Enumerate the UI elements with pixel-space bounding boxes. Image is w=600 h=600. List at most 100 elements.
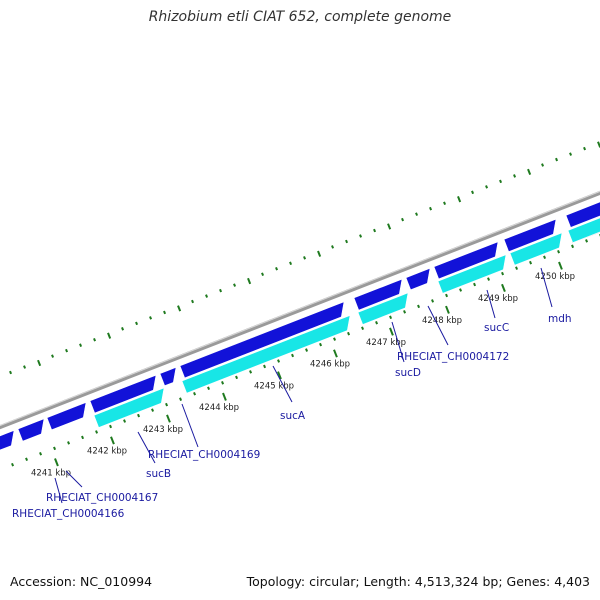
kbp-tick-label: 4243 kbp <box>143 425 183 435</box>
genome-backbone-highlight <box>0 190 600 427</box>
gene-label: sucC <box>484 322 509 334</box>
kbp-tick-mark <box>501 283 506 293</box>
outer-tick <box>163 310 167 315</box>
gene-leader-line <box>65 470 83 488</box>
inner-tick <box>319 342 323 347</box>
outer-tick <box>527 168 532 176</box>
outer-tick <box>429 206 433 211</box>
outer-tick <box>387 223 392 230</box>
forward-gene-arrow <box>17 418 45 442</box>
outer-tick <box>219 288 223 293</box>
outer-tick <box>93 337 97 342</box>
inner-tick <box>67 441 71 445</box>
kbp-tick-label: 4246 kbp <box>310 360 350 370</box>
gene-leader-line <box>181 403 199 448</box>
inner-tick <box>501 271 505 276</box>
inner-tick <box>445 293 449 298</box>
inner-tick <box>277 359 281 363</box>
kbp-tick-label: 4248 kbp <box>422 316 462 326</box>
kbp-tick-mark <box>222 392 227 401</box>
outer-tick <box>121 327 125 331</box>
inner-tick <box>403 310 407 314</box>
outer-tick <box>317 250 322 257</box>
gene-label: RHECIAT_CH0004169 <box>148 449 260 461</box>
inner-tick <box>375 320 379 325</box>
outer-tick <box>331 245 335 249</box>
forward-gene-arrow <box>179 301 345 379</box>
reverse-gene-arrow <box>437 254 507 294</box>
forward-gene-arrow <box>503 218 557 252</box>
accession-text: Accession: NC_010994 <box>10 574 153 589</box>
gene-label: sucB <box>146 468 171 480</box>
kbp-tick-label: 4250 kbp <box>535 272 575 282</box>
genome-summary-text: Topology: circular; Length: 4,513,324 bp… <box>246 574 590 589</box>
inner-tick <box>389 315 393 320</box>
kbp-tick-label: 4249 kbp <box>478 294 518 304</box>
inner-tick <box>179 397 183 401</box>
inner-tick <box>305 348 309 352</box>
inner-tick <box>473 282 477 287</box>
outer-tick <box>135 321 139 326</box>
outer-tick <box>583 146 587 151</box>
inner-tick <box>165 402 169 407</box>
inner-tick <box>249 370 253 374</box>
kbp-tick-label: 4242 kbp <box>87 447 127 457</box>
inner-tick-row <box>0 234 600 472</box>
outer-tick <box>569 152 573 156</box>
outer-tick <box>275 266 279 271</box>
inner-tick <box>11 462 15 467</box>
kbp-tick-mark <box>389 327 394 336</box>
gene-label: RHECIAT_CH0004167 <box>46 492 158 504</box>
gene-label: mdh <box>548 313 572 325</box>
outer-tick <box>247 277 252 285</box>
outer-tick <box>9 370 13 375</box>
outer-tick <box>401 217 405 222</box>
kbp-tick-label: 4244 kbp <box>199 403 239 413</box>
outer-tick <box>177 305 182 312</box>
forward-gene-arrow <box>46 402 87 431</box>
kbp-tick-mark <box>333 349 338 358</box>
kbp-tick-label: 4245 kbp <box>254 382 294 392</box>
inner-tick <box>123 419 127 423</box>
kbp-tick-mark <box>110 436 115 445</box>
kbp-tick-label: 4247 kbp <box>366 338 406 348</box>
kbp-tick-mark <box>54 458 59 467</box>
kbp-tick-mark <box>277 371 282 380</box>
outer-tick <box>359 234 363 238</box>
inner-tick <box>543 255 547 259</box>
kbp-tick-mark <box>166 414 171 423</box>
inner-tick <box>95 430 99 434</box>
outer-tick <box>303 256 307 260</box>
outer-tick <box>79 343 83 347</box>
outer-tick <box>443 201 447 205</box>
gene-leader-line <box>486 289 496 319</box>
inner-tick <box>137 413 141 418</box>
outer-tick <box>415 212 419 216</box>
outer-tick <box>513 174 517 178</box>
gene-leader-line <box>427 305 449 346</box>
outer-tick <box>499 179 503 184</box>
gene-leader-line <box>272 365 293 403</box>
forward-gene-arrow <box>433 241 499 280</box>
inner-tick <box>529 260 533 265</box>
reverse-strand-genes <box>93 217 600 428</box>
inner-tick <box>53 446 57 451</box>
reverse-gene-arrow <box>181 315 351 394</box>
outer-tick <box>149 316 153 320</box>
inner-tick <box>431 299 435 303</box>
outer-tick <box>485 185 489 189</box>
forward-gene-arrow <box>159 366 177 387</box>
forward-gene-arrow <box>565 201 600 228</box>
inner-tick <box>25 457 29 462</box>
reverse-gene-arrow <box>509 232 563 266</box>
forward-gene-arrow <box>353 278 403 311</box>
outer-tick <box>541 163 545 167</box>
kbp-tick-mark <box>445 305 450 314</box>
genome-backbone <box>0 190 600 430</box>
inner-tick <box>459 288 463 292</box>
reverse-gene-arrow <box>93 387 165 428</box>
inner-tick <box>207 386 211 391</box>
inner-tick <box>151 408 155 412</box>
inner-tick <box>81 435 85 440</box>
